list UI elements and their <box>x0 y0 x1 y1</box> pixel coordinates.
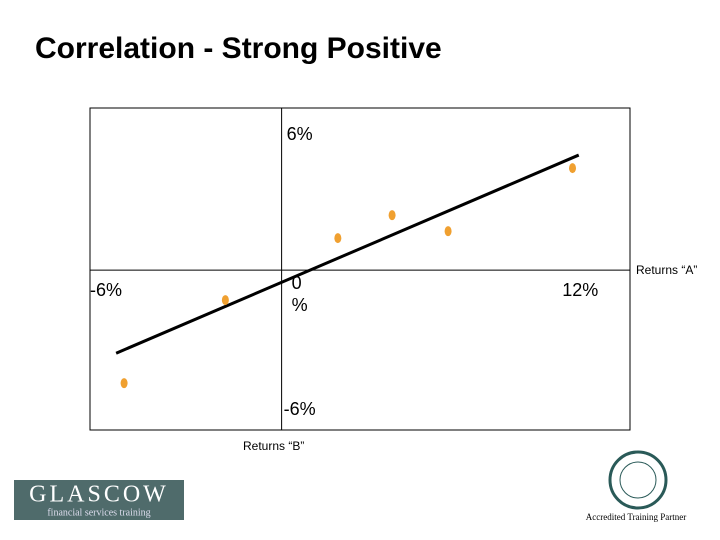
y-tick-label: -6% <box>284 399 316 419</box>
x-tick-label: 0 % <box>291 273 308 316</box>
badge-seal <box>608 450 668 510</box>
data-point <box>221 295 229 306</box>
x-tick-label: -6% <box>90 280 122 300</box>
data-point <box>569 163 577 174</box>
badge-inner <box>619 461 657 499</box>
badge-caption: Accredited Training Partner <box>586 512 686 522</box>
y-axis-label: Returns “B” <box>243 439 304 453</box>
logo: GLASCOW financial services training <box>14 480 184 520</box>
data-point <box>388 210 396 221</box>
badge: Accredited Training Partner <box>586 450 686 522</box>
y-tick-label: 6% <box>287 124 313 144</box>
logo-box <box>14 480 184 520</box>
data-point <box>120 378 128 389</box>
data-point <box>444 226 452 237</box>
plot-frame <box>89 107 631 431</box>
data-point <box>334 233 342 244</box>
logo-tagline: financial services training <box>47 507 150 518</box>
logo-name: GLASCOW <box>29 482 169 508</box>
x-tick-label: 12% <box>562 280 598 300</box>
trend-line <box>115 153 580 355</box>
x-axis-label: Returns “A” <box>636 263 697 277</box>
chart-title: Correlation - Strong Positive <box>35 32 442 65</box>
